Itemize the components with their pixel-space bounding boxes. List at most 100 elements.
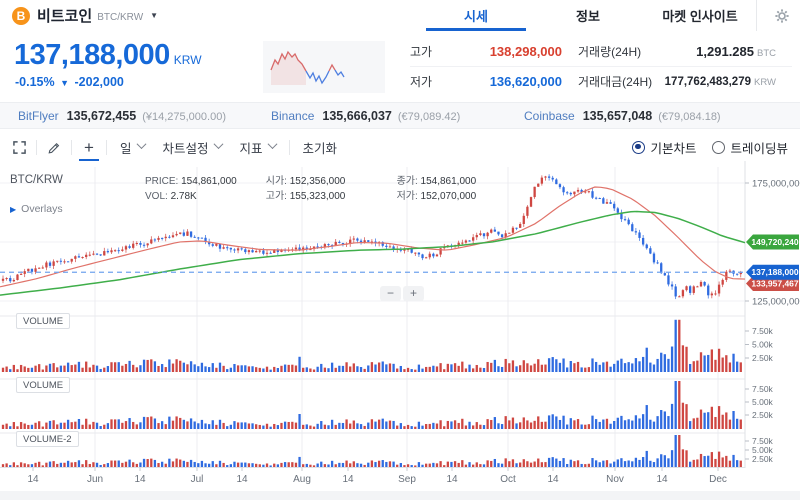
chevron-down-icon: [136, 139, 146, 150]
indicators-dropdown[interactable]: 지표: [240, 138, 277, 157]
svg-text:Jun: Jun: [87, 474, 103, 485]
chart-zoom-controls: − +: [380, 286, 426, 301]
svg-text:Jul: Jul: [191, 474, 204, 485]
chevron-down-icon: ▼: [150, 11, 159, 20]
chart-type-radios: 기본차트 트레이딩뷰: [616, 133, 788, 161]
ma-short-line: [0, 186, 746, 288]
svg-text:14: 14: [342, 474, 354, 485]
ohlc-legend: PRICE: 154,861,000 시가: 152,356,000 종가: 1…: [145, 176, 477, 202]
currency-unit: KRW: [173, 53, 202, 67]
exchange-item-coinbase: Coinbase 135,657,048 (€79,084.18): [524, 108, 721, 123]
footer-strip: [0, 491, 800, 500]
page-tabs: 시세 정보 마켓 인사이트: [420, 0, 756, 31]
svg-text:137,188,000: 137,188,000: [751, 267, 799, 277]
svg-text:14: 14: [446, 474, 458, 485]
change-amount: -202,000: [74, 75, 124, 89]
radio-basic-chart[interactable]: 기본차트: [632, 138, 696, 157]
chart-toolbar: + 일 차트설정 지표 초기화 기본차트 트레이딩뷰: [0, 133, 800, 162]
exchange-item-binance: Binance 135,666,037 (€79,089.42): [271, 108, 461, 123]
toolbar-divider: [288, 139, 290, 155]
interval-dropdown[interactable]: 일: [120, 138, 146, 157]
svg-text:2.50k: 2.50k: [752, 353, 774, 363]
svg-text:Aug: Aug: [293, 474, 311, 485]
exchange-price-bar: BitFlyer 135,672,455 (¥14,275,000.00) Binan…: [0, 102, 800, 129]
price-badges: 149,720,240 133,957,467 137,188,000: [746, 234, 799, 291]
exchange-link[interactable]: Binance: [271, 108, 315, 123]
volume-pane-label-0: VOLUME: [16, 313, 71, 329]
exchange-item-bitflyer: BitFlyer 135,672,455 (¥14,275,000.00): [18, 108, 226, 123]
svg-text:2.50k: 2.50k: [752, 454, 774, 464]
ma-long-line: [0, 210, 746, 296]
ma-short-badge: [746, 276, 799, 291]
tab-price[interactable]: 시세: [420, 0, 532, 31]
chevron-down-icon: [267, 139, 277, 150]
svg-text:14: 14: [547, 474, 559, 485]
settings-gear-icon[interactable]: [763, 0, 800, 31]
chevron-down-icon: [213, 139, 223, 150]
header-divider: [756, 0, 757, 31]
main-chart-canvas[interactable]: 175,000,000125,000,0007.50k5.00k2.50k7.5…: [0, 161, 800, 500]
svg-text:Dec: Dec: [709, 474, 727, 485]
exchange-link[interactable]: Coinbase: [524, 108, 575, 123]
coin-selector[interactable]: B 비트코인 BTC/KRW ▼: [0, 5, 158, 26]
coin-header: B 비트코인 BTC/KRW ▼ 시세 정보 마켓 인사이트: [0, 0, 800, 32]
current-price-line: 137,188,000 KRW: [14, 39, 202, 72]
svg-text:7.50k: 7.50k: [752, 384, 774, 394]
svg-text:5.00k: 5.00k: [752, 340, 774, 350]
stat-row: 거래량(24H) 1,291.285 BTC: [578, 37, 792, 67]
tab-market-insight[interactable]: 마켓 인사이트: [662, 9, 738, 24]
svg-text:Oct: Oct: [500, 474, 516, 485]
svg-text:149,720,240: 149,720,240: [751, 237, 799, 247]
triangle-right-icon: ▶: [10, 205, 17, 214]
current-price: 137,188,000: [14, 39, 170, 71]
svg-text:2.50k: 2.50k: [752, 410, 774, 420]
svg-text:133,957,467: 133,957,467: [751, 279, 799, 289]
current-price-badge: [746, 264, 799, 280]
ma-long-badge: [746, 234, 799, 250]
bitcoin-logo-icon: B: [12, 6, 30, 25]
svg-text:175,000,000: 175,000,000: [752, 179, 800, 190]
exchange-link[interactable]: BitFlyer: [18, 108, 59, 123]
toolbar-divider: [36, 139, 37, 155]
svg-text:Sep: Sep: [398, 474, 416, 485]
volume-layer: [1, 319, 742, 467]
chart-settings-dropdown[interactable]: 차트설정: [163, 138, 223, 157]
candlesticks-layer: [1, 174, 742, 300]
zoom-out-button[interactable]: −: [380, 286, 401, 301]
daily-stats: 고가 138,298,000 거래량(24H) 1,291.285 BTC 저가 136,6…: [410, 37, 792, 96]
svg-text:5.00k: 5.00k: [752, 445, 774, 455]
price-change: -0.15% ▼ -202,000: [15, 75, 124, 89]
radio-circle-icon: [712, 140, 726, 154]
chart-area: 175,000,000 125,000,000 7.50k 5.00k 2.50k 7.5…: [0, 161, 800, 500]
radio-tradingview[interactable]: 트레이딩뷰: [712, 138, 788, 157]
price-summary: 137,188,000 KRW -0.15% ▼ -202,000 고가 138,2…: [0, 31, 800, 102]
reset-chart-button[interactable]: 초기화: [302, 141, 338, 156]
axis-labels: 175,000,000125,000,0007.50k5.00k2.50k7.5…: [27, 179, 800, 486]
down-arrow-icon: ▼: [60, 78, 70, 88]
chart-symbol-label: BTC/KRW: [10, 174, 63, 186]
svg-text:14: 14: [236, 474, 248, 485]
svg-text:125,000,000: 125,000,000: [752, 297, 800, 308]
change-percent: -0.15%: [15, 75, 55, 89]
draw-pencil-icon[interactable]: [41, 134, 67, 160]
fullscreen-icon[interactable]: [6, 134, 32, 160]
svg-text:14: 14: [656, 474, 668, 485]
add-indicator-icon[interactable]: +: [76, 134, 102, 161]
zoom-in-button[interactable]: +: [403, 286, 424, 301]
toolbar-divider: [71, 139, 72, 155]
coin-pair: BTC/KRW: [97, 11, 144, 23]
svg-text:7.50k: 7.50k: [752, 436, 774, 446]
stat-row: 고가 138,298,000: [410, 37, 578, 67]
svg-text:7.50k: 7.50k: [752, 326, 774, 336]
svg-text:5.00k: 5.00k: [752, 397, 774, 407]
overlays-toggle[interactable]: ▶ Overlays: [10, 203, 63, 215]
tab-info[interactable]: 정보: [576, 9, 600, 24]
svg-text:14: 14: [134, 474, 146, 485]
mini-sparkline: [263, 41, 385, 93]
radio-circle-icon: [632, 140, 646, 154]
toolbar-divider: [106, 139, 107, 155]
svg-text:Nov: Nov: [606, 474, 624, 485]
svg-text:14: 14: [27, 474, 39, 485]
stat-row: 저가 136,620,000: [410, 74, 562, 89]
